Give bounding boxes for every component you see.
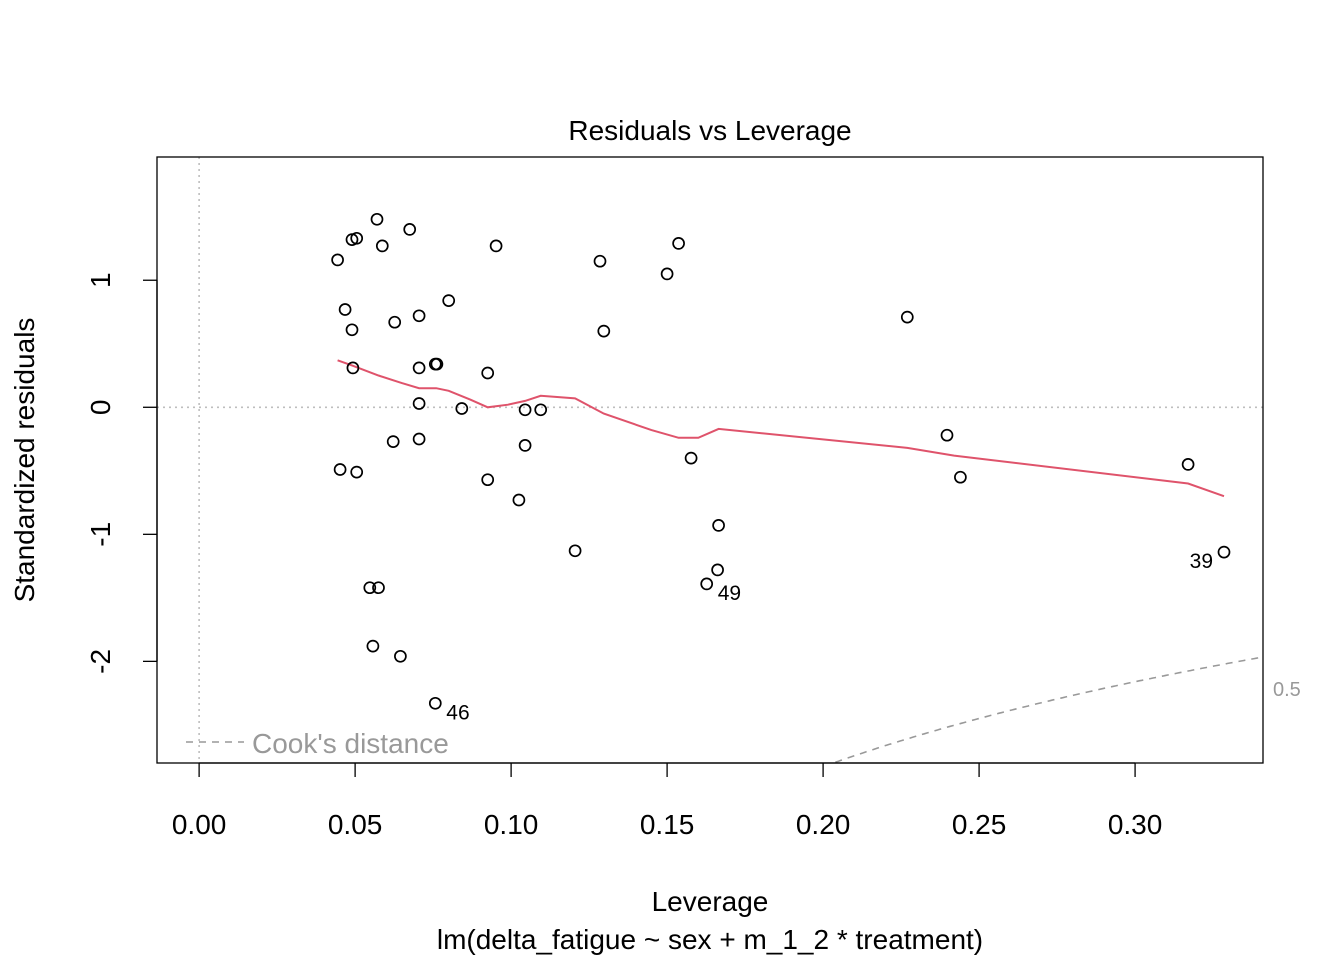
data-point xyxy=(412,361,426,375)
data-point xyxy=(394,649,407,663)
x-axis: 0.00 0.05 0.10 0.15 0.20 0.25 0.30 xyxy=(172,762,1163,840)
point-label: 46 xyxy=(446,701,469,724)
data-point xyxy=(412,309,426,323)
cooks-distance-contour-lower xyxy=(830,656,1263,763)
x-tick-label: 0.10 xyxy=(484,809,539,840)
data-point xyxy=(370,212,384,226)
data-point xyxy=(442,294,456,307)
data-point xyxy=(711,563,724,577)
data-point xyxy=(350,465,364,479)
data-point xyxy=(403,223,417,236)
data-point xyxy=(597,324,611,338)
point-label: 39 xyxy=(1190,550,1213,573)
data-point xyxy=(940,428,954,442)
chart-title: Residuals vs Leverage xyxy=(568,115,851,146)
x-tick-label: 0.30 xyxy=(1108,809,1163,840)
data-point xyxy=(700,577,714,591)
smooth-line xyxy=(337,359,1225,498)
data-point xyxy=(331,253,344,267)
data-point xyxy=(386,435,400,448)
data-point xyxy=(430,357,444,371)
reference-lines xyxy=(157,157,1263,763)
data-point xyxy=(712,519,725,532)
cooks-distance-contours xyxy=(830,656,1263,763)
data-point xyxy=(481,366,495,380)
data-point xyxy=(338,303,352,316)
data-point xyxy=(672,237,685,250)
x-tick-label: 0.00 xyxy=(172,809,227,840)
x-tick-label: 0.15 xyxy=(640,809,695,840)
cooks-contour-label: 0.5 xyxy=(1273,679,1301,701)
x-axis-label: Leverage xyxy=(652,886,769,917)
data-point xyxy=(412,397,426,410)
data-point xyxy=(428,696,442,710)
y-tick-label: -2 xyxy=(85,649,116,674)
y-axis: -2 -1 0 1 xyxy=(85,272,158,674)
cooks-legend: Cook's distance xyxy=(186,728,449,759)
y-tick-label: -1 xyxy=(85,522,116,547)
data-point xyxy=(900,310,914,324)
y-tick-label: 1 xyxy=(85,272,116,288)
data-point xyxy=(455,402,469,415)
data-point xyxy=(346,361,360,375)
data-point xyxy=(363,581,377,595)
model-formula: lm(delta_fatigue ~ sex + m_1_2 * treatme… xyxy=(437,924,983,955)
y-axis-label: Standardized residuals xyxy=(9,318,40,603)
point-label: 49 xyxy=(718,582,741,605)
data-point xyxy=(518,439,532,452)
data-point xyxy=(534,403,548,417)
data-point xyxy=(345,323,359,337)
data-point xyxy=(568,544,582,558)
data-point xyxy=(489,239,503,253)
data-point xyxy=(481,473,495,487)
data-point xyxy=(350,231,364,245)
data-point xyxy=(388,315,402,329)
smooth-line-group xyxy=(337,359,1225,498)
data-point xyxy=(412,432,426,446)
data-point xyxy=(1217,545,1231,559)
data-points xyxy=(331,212,1231,710)
data-point xyxy=(366,639,380,653)
data-point xyxy=(954,470,967,484)
data-point xyxy=(1181,458,1195,471)
data-point xyxy=(333,463,347,476)
cooks-legend-label: Cook's distance xyxy=(252,728,449,759)
data-point xyxy=(512,493,526,507)
data-point xyxy=(518,403,532,417)
point-labels: 46 49 39 xyxy=(446,550,1213,724)
x-tick-label: 0.05 xyxy=(328,809,383,840)
plot-frame xyxy=(156,156,1264,764)
data-point xyxy=(684,451,698,465)
y-tick-label: 0 xyxy=(85,400,116,416)
data-point xyxy=(372,581,385,595)
data-point xyxy=(593,254,607,268)
data-point xyxy=(375,239,389,253)
data-point xyxy=(660,267,674,281)
x-tick-label: 0.20 xyxy=(796,809,851,840)
x-tick-label: 0.25 xyxy=(952,809,1007,840)
